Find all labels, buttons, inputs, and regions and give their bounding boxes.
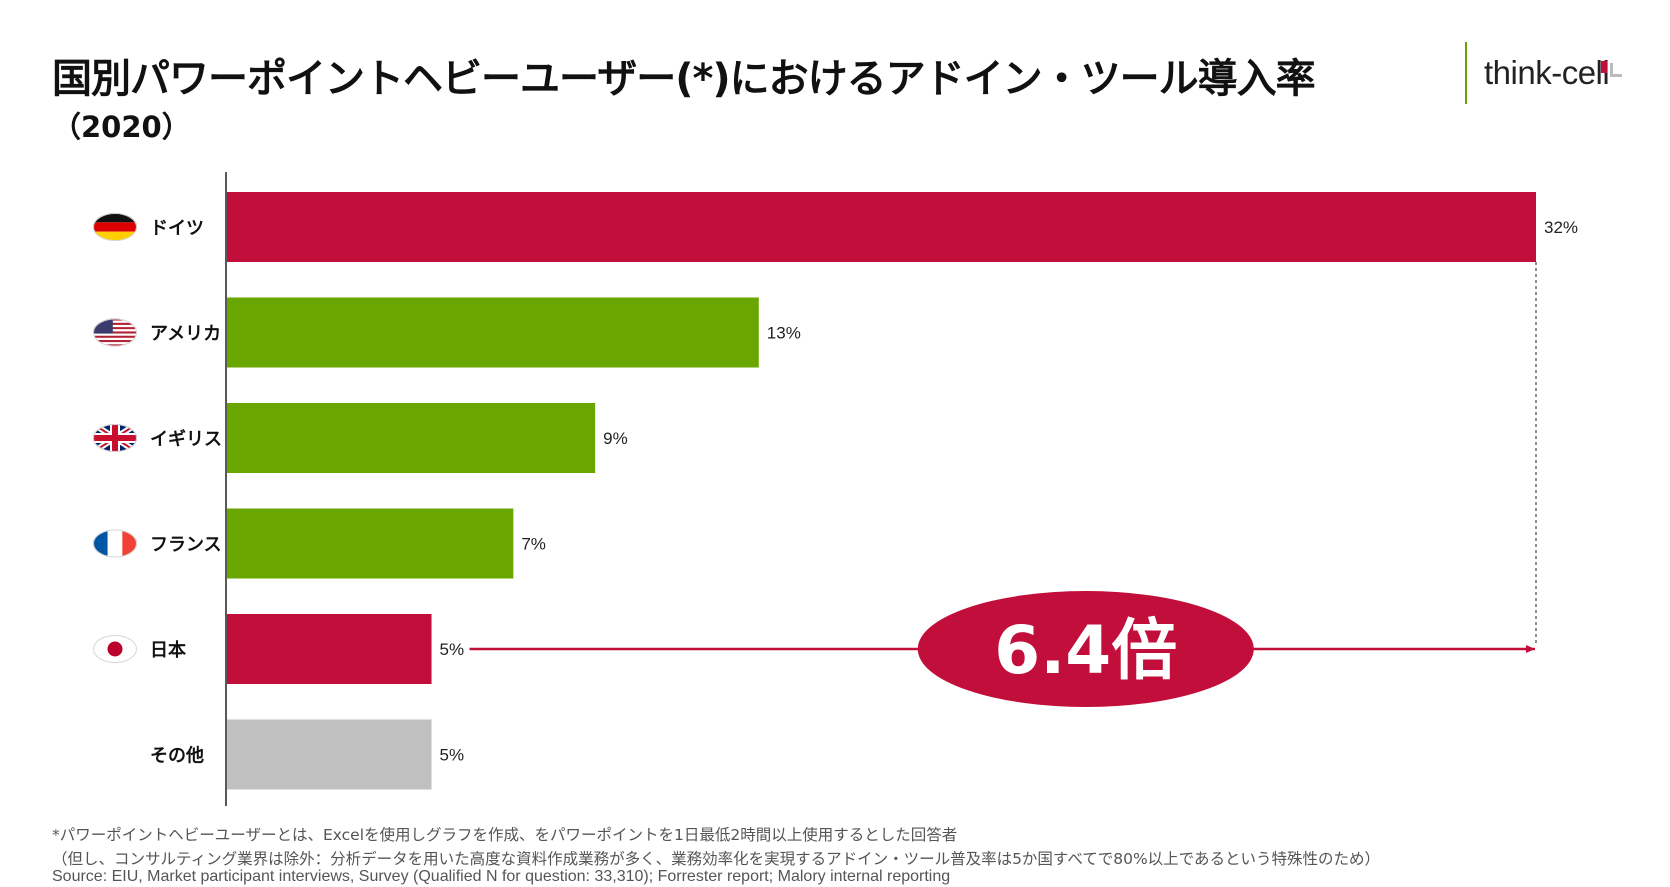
japan-flag-border <box>93 635 137 663</box>
category-label: その他 <box>150 745 204 767</box>
logo-divider <box>1465 42 1467 104</box>
chart-title: 国別パワーポイントヘビーユーザー(*)におけるアドイン・ツール導入率 <box>52 56 1316 102</box>
ratio-callout-label: 6.4倍 <box>994 612 1177 689</box>
bar <box>227 403 596 473</box>
category-label: アメリカ <box>150 324 221 345</box>
bar <box>227 719 432 790</box>
value-label: 32% <box>1544 218 1578 237</box>
source-note: Source: EIU, Market participant intervie… <box>52 868 951 885</box>
chart-subtitle: （2020） <box>52 110 191 144</box>
value-label: 5% <box>440 640 465 659</box>
think-cell-logo: think-cell <box>1484 54 1610 91</box>
bar <box>227 297 759 368</box>
value-label: 9% <box>603 429 628 448</box>
bar <box>227 508 514 579</box>
germany-flag-border <box>93 213 137 241</box>
bar-chart: 32% ドイツ 13% アメリカ 9% イギリス 7% フランス 5% 日本 5% その他 6.4倍 <box>93 172 1578 806</box>
footnote-definition: *パワーポイントヘビーユーザーとは、Excelを使用しグラフを作成、をパワーポイ… <box>52 826 958 844</box>
ratio-callout <box>917 591 1254 707</box>
category-label: イギリス <box>150 429 222 450</box>
bar <box>227 614 432 684</box>
value-label: 7% <box>521 535 546 554</box>
category-label: フランス <box>150 535 222 556</box>
uk-flag-border <box>93 424 137 452</box>
bar <box>227 192 1536 262</box>
think-cell-mark-icon <box>1601 61 1622 77</box>
germany-flag <box>93 213 137 241</box>
category-label: ドイツ <box>150 218 204 239</box>
france-flag-border <box>93 529 137 558</box>
value-label: 13% <box>767 324 801 343</box>
value-label: 5% <box>440 746 465 765</box>
category-label: 日本 <box>150 639 186 661</box>
footnote-exclusion: （但し、コンサルティング業界は除外：分析データを用いた高度な資料作成業務が多く、… <box>52 850 1381 868</box>
usa-flag-border <box>93 318 137 347</box>
